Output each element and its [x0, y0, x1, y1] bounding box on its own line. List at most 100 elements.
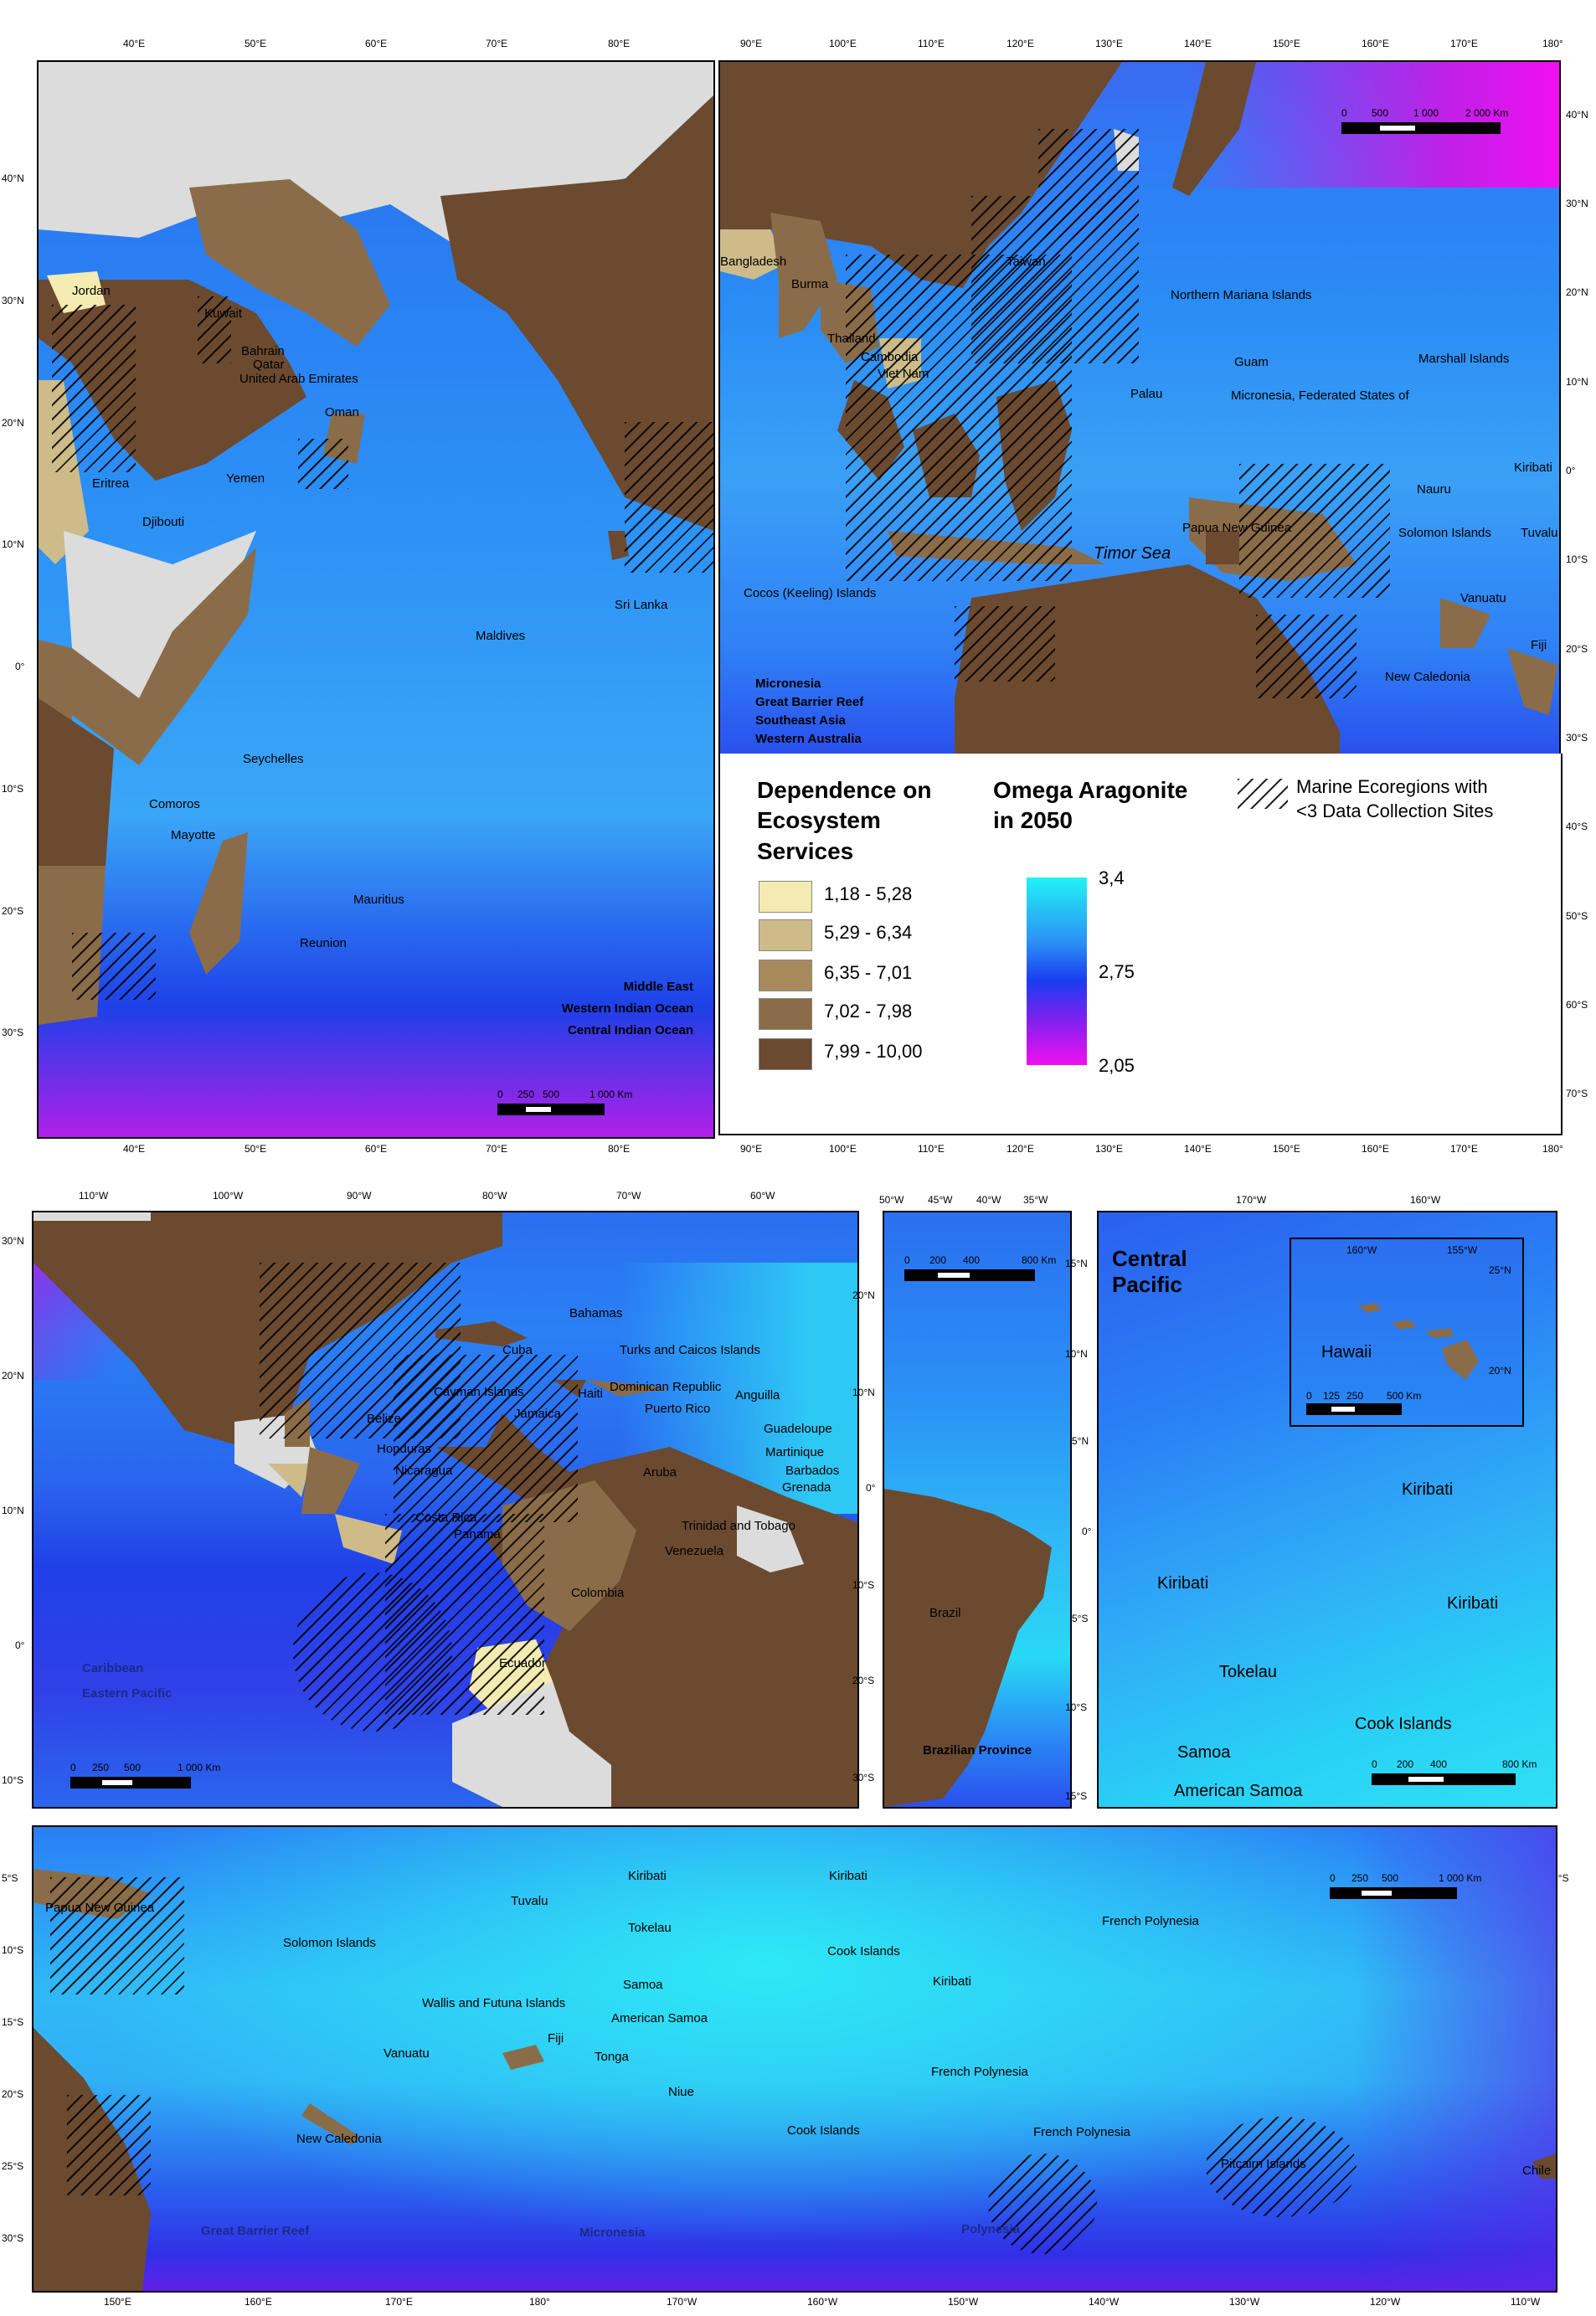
country-label: Guam: [1234, 355, 1269, 369]
island-label: Chile: [1522, 2164, 1552, 2178]
island-label: Cook Islands: [787, 2123, 860, 2138]
lat-tick: 20°S: [1566, 643, 1588, 655]
region-tag: Great Barrier Reef: [755, 695, 864, 709]
lat-tick: 30°N: [1566, 198, 1588, 209]
country-label: Turks and Caicos Islands: [620, 1343, 760, 1357]
region-tag: Western Australia: [755, 732, 862, 746]
lat-tick: 15°N: [1065, 1258, 1088, 1269]
country-label: Eritrea: [92, 476, 130, 491]
lat-tick: 20°S: [852, 1675, 875, 1686]
brazil-map: Brazil Brazilian Province 0 200 400 800 …: [883, 1211, 1072, 1809]
omega-color-ramp: [1027, 878, 1087, 1065]
lon-tick: 160°E: [245, 2296, 272, 2308]
lon-tick: 170°E: [1450, 38, 1478, 49]
country-label: Panama: [454, 1527, 501, 1541]
country-label: Guadeloupe: [764, 1422, 832, 1436]
lon-tick: 150°E: [1273, 38, 1300, 49]
lon-tick: 170°E: [1450, 1143, 1478, 1155]
country-label: Vanuatu: [1460, 591, 1506, 605]
lat-tick: 30°S: [2, 1027, 24, 1038]
country-label: Ecuador: [499, 1656, 546, 1670]
country-label: Reunion: [300, 936, 347, 950]
region-tag: Central Indian Ocean: [567, 1023, 693, 1037]
lat-tick: 10°N: [2, 1505, 24, 1516]
region-tag: Caribbean: [82, 1661, 144, 1675]
country-label: Viet Nam: [878, 367, 929, 381]
legend: Dependence on Ecosystem Services 1,18 - …: [718, 754, 1563, 1135]
country-label: Aruba: [643, 1465, 677, 1480]
country-label: Bahamas: [569, 1306, 623, 1320]
lat-tick: 20°N: [2, 1370, 24, 1382]
lat-tick: 10°S: [852, 1579, 875, 1591]
south-pacific-land: [33, 1869, 1556, 2291]
dependence-legend-title: Dependence on: [757, 777, 932, 803]
island-label: Samoa: [1177, 1743, 1231, 1762]
lat-tick: 10°S: [2, 1774, 24, 1786]
island-label: Kiribati: [829, 1869, 868, 1883]
lon-tick: 150°E: [1273, 1143, 1300, 1155]
region-tag: Western Indian Ocean: [561, 1001, 693, 1016]
lat-tick: 10°S: [2, 783, 24, 795]
legend-class-label: 6,35 - 7,01: [824, 962, 913, 983]
lat-tick: 15°S: [2, 2016, 24, 2028]
lon-tick: 160°W: [1346, 1244, 1377, 1256]
hatch-region: [1256, 615, 1357, 698]
country-label: Mauritius: [353, 893, 404, 907]
lon-tick: 90°E: [740, 38, 763, 49]
lon-tick: 160°E: [1362, 1143, 1389, 1155]
lat-tick: 50°S: [1566, 910, 1588, 922]
lon-tick: 180°: [1542, 1143, 1563, 1155]
island-label: Tokelau: [1219, 1663, 1277, 1681]
lat-tick: 25°S: [2, 2160, 24, 2172]
lon-tick: 160°W: [1410, 1194, 1441, 1206]
brazil-land: [884, 1489, 1052, 1807]
hatch-legend-swatch: [1238, 779, 1288, 809]
region-tag: Micronesia: [579, 2226, 646, 2240]
hatch-region: [72, 933, 156, 1000]
hatch-region: [1038, 129, 1139, 238]
country-label: Djibouti: [142, 515, 185, 529]
lat-tick: 30°N: [2, 1235, 24, 1247]
lon-tick: 80°W: [482, 1190, 507, 1202]
legend-swatch: [759, 998, 812, 1030]
country-label: Mayotte: [171, 828, 216, 842]
south-pacific-map: Kiribati Kiribati Tuvalu Papua New Guine…: [32, 1825, 1557, 2293]
lat-tick: 25°N: [1489, 1264, 1511, 1276]
country-label: Comoros: [149, 797, 200, 811]
lon-tick: 110°E: [918, 38, 945, 49]
region-tag: Polynesia: [961, 2222, 1021, 2236]
country-label: Bahrain: [241, 344, 285, 358]
island-label: Papua New Guinea: [45, 1901, 155, 1915]
lat-tick: 0°: [15, 1639, 25, 1651]
lon-tick: 35°W: [1023, 1194, 1048, 1206]
lon-tick: 130°W: [1229, 2296, 1260, 2308]
country-label: Venezuela: [665, 1544, 724, 1558]
country-label: Solomon Islands: [1398, 526, 1491, 540]
country-label: Fiji: [1531, 638, 1547, 652]
lon-tick: 40°W: [976, 1194, 1001, 1206]
lat-tick: 40°N: [2, 172, 24, 184]
scale-bar: 0 200 400 800 Km: [1372, 1758, 1556, 1792]
country-label: Brazil: [929, 1606, 961, 1620]
hawaii-label: Hawaii: [1321, 1343, 1372, 1361]
island-label: American Samoa: [611, 2011, 708, 2025]
caribbean-map: Bahamas Cuba Turks and Caicos Islands Ca…: [32, 1211, 859, 1809]
hatch-region: [293, 1572, 452, 1732]
hatch-region: [955, 606, 1055, 682]
legend-swatch: [759, 1038, 812, 1070]
country-label: Palau: [1130, 387, 1163, 401]
lat-tick: 40°S: [1566, 821, 1588, 832]
lat-tick: 0°: [1082, 1526, 1092, 1537]
region-tag: Micronesia: [755, 677, 821, 691]
omega-mid-label: 2,75: [1099, 961, 1135, 982]
lon-tick: 150°E: [104, 2296, 131, 2308]
island-label: American Samoa: [1174, 1782, 1303, 1800]
island-label: Kiribati: [933, 1974, 971, 1989]
island-label: Pitcairn Islands: [1221, 2157, 1306, 2171]
scale-bar: 0 125 250 500 Km: [1306, 1390, 1440, 1420]
lat-tick: 60°S: [1566, 999, 1588, 1011]
lon-tick: 100°E: [829, 38, 857, 49]
lon-tick: 120°E: [1007, 1143, 1034, 1155]
legend-swatch: [759, 960, 812, 991]
hatch-region: [67, 2095, 151, 2195]
